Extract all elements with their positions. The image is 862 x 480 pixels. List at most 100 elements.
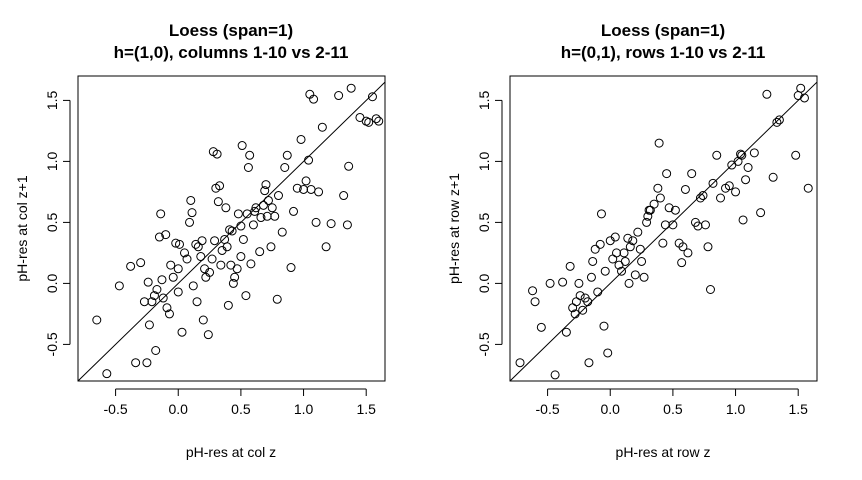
data-point: [712, 150, 722, 160]
data-point: [151, 346, 161, 355]
data-point: [596, 209, 606, 219]
y-tick-label: 0.5: [476, 212, 492, 232]
data-point: [698, 191, 708, 201]
data-point: [374, 116, 384, 126]
data-point: [220, 234, 230, 244]
chart-panel-left: Loess (span=1) h=(1,0), columns 1-10 vs …: [14, 21, 386, 460]
data-point: [212, 149, 222, 159]
data-point: [309, 94, 319, 104]
data-point: [180, 248, 190, 258]
data-point: [311, 217, 321, 227]
data-point: [639, 272, 649, 282]
data-point: [280, 163, 290, 172]
data-point: [156, 209, 166, 219]
x-axis-label: pH-res at row z: [616, 444, 711, 460]
y-tick-label: 0.0: [44, 273, 60, 293]
data-point: [250, 206, 260, 216]
data-point: [608, 254, 618, 264]
data-point: [624, 278, 634, 288]
data-point: [654, 138, 664, 148]
data-point: [326, 219, 336, 229]
data-point: [668, 220, 678, 230]
data-point: [762, 89, 772, 99]
data-point: [705, 285, 715, 294]
data-point: [603, 348, 613, 358]
identity-line: [510, 81, 817, 381]
data-point: [193, 242, 203, 252]
data-point: [680, 184, 690, 194]
data-point: [174, 239, 184, 249]
data-point: [570, 309, 580, 319]
data-point: [177, 327, 187, 337]
data-point: [198, 315, 208, 325]
data-point: [774, 115, 784, 125]
data-point: [210, 236, 220, 246]
data-point: [708, 178, 718, 188]
data-point: [561, 327, 571, 337]
y-tick-label: 0.5: [44, 212, 60, 232]
data-point: [236, 252, 246, 262]
data-point: [304, 155, 314, 165]
x-tick-label: 0.5: [663, 401, 683, 417]
data-point: [799, 93, 809, 103]
data-point: [317, 122, 327, 132]
data-point: [617, 266, 627, 276]
data-point: [371, 114, 381, 124]
data-point: [625, 242, 635, 252]
data-point: [144, 320, 154, 330]
data-point: [515, 358, 525, 368]
data-point: [687, 169, 697, 179]
data-point: [678, 242, 688, 252]
data-point: [289, 206, 299, 216]
data-point: [633, 227, 643, 237]
data-point: [683, 248, 693, 258]
data-point: [619, 248, 629, 258]
data-point: [236, 221, 246, 231]
data-point: [736, 149, 746, 159]
data-point: [741, 175, 751, 185]
data-point: [266, 242, 276, 252]
data-point: [143, 277, 153, 287]
x-tick-label: 1.5: [356, 401, 376, 417]
data-point: [282, 150, 292, 160]
data-point: [207, 254, 217, 264]
data-point: [197, 236, 207, 246]
data-point: [590, 244, 600, 254]
data-point: [232, 264, 242, 274]
data-point: [583, 297, 593, 307]
data-point: [221, 203, 231, 213]
data-point: [171, 238, 181, 248]
data-point: [677, 258, 687, 268]
data-point: [658, 238, 668, 248]
data-point: [215, 181, 225, 191]
x-tick-label: -0.5: [536, 401, 560, 417]
data-point: [586, 272, 596, 282]
data-point: [756, 208, 766, 218]
data-point: [749, 148, 759, 158]
data-point: [660, 220, 670, 230]
data-point: [272, 294, 282, 304]
data-point: [610, 232, 620, 242]
data-point: [620, 256, 630, 266]
data-point: [716, 193, 726, 203]
data-point: [550, 370, 560, 380]
data-point: [301, 176, 311, 186]
data-point: [157, 275, 167, 285]
data-point: [595, 239, 605, 249]
data-point: [364, 117, 374, 127]
data-point: [149, 291, 159, 301]
data-point: [227, 226, 237, 236]
data-point: [584, 358, 594, 368]
data-point: [238, 234, 248, 244]
data-point: [670, 205, 680, 215]
data-point: [154, 232, 164, 242]
y-tick-label: 1.5: [476, 90, 492, 110]
data-point: [599, 321, 609, 331]
data-point: [695, 193, 705, 203]
data-point: [662, 169, 672, 179]
data-point: [588, 256, 598, 266]
data-point: [92, 315, 102, 325]
data-point: [803, 183, 813, 193]
data-point: [578, 305, 588, 315]
data-point: [321, 242, 331, 252]
